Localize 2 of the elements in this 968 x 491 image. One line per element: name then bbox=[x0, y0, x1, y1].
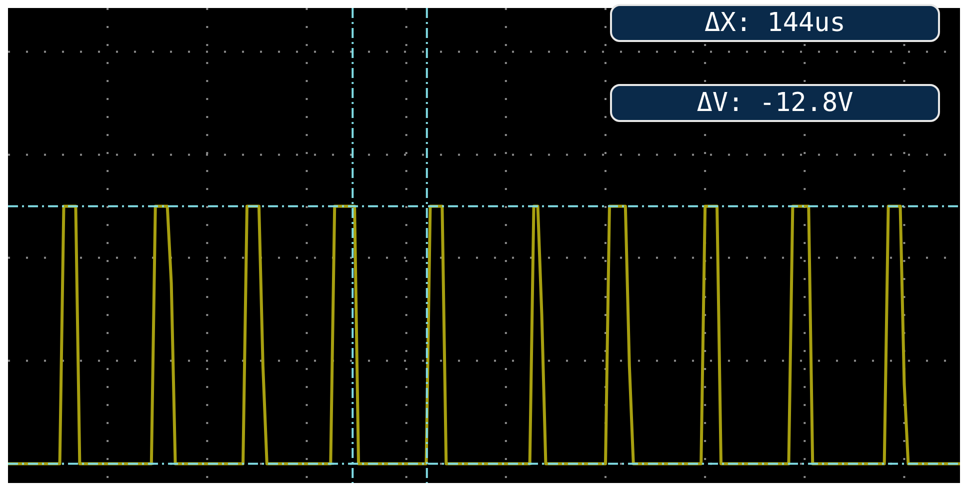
text: ΔV: -12.8V bbox=[610, 84, 940, 122]
text: ΔX: 144us bbox=[610, 4, 940, 42]
